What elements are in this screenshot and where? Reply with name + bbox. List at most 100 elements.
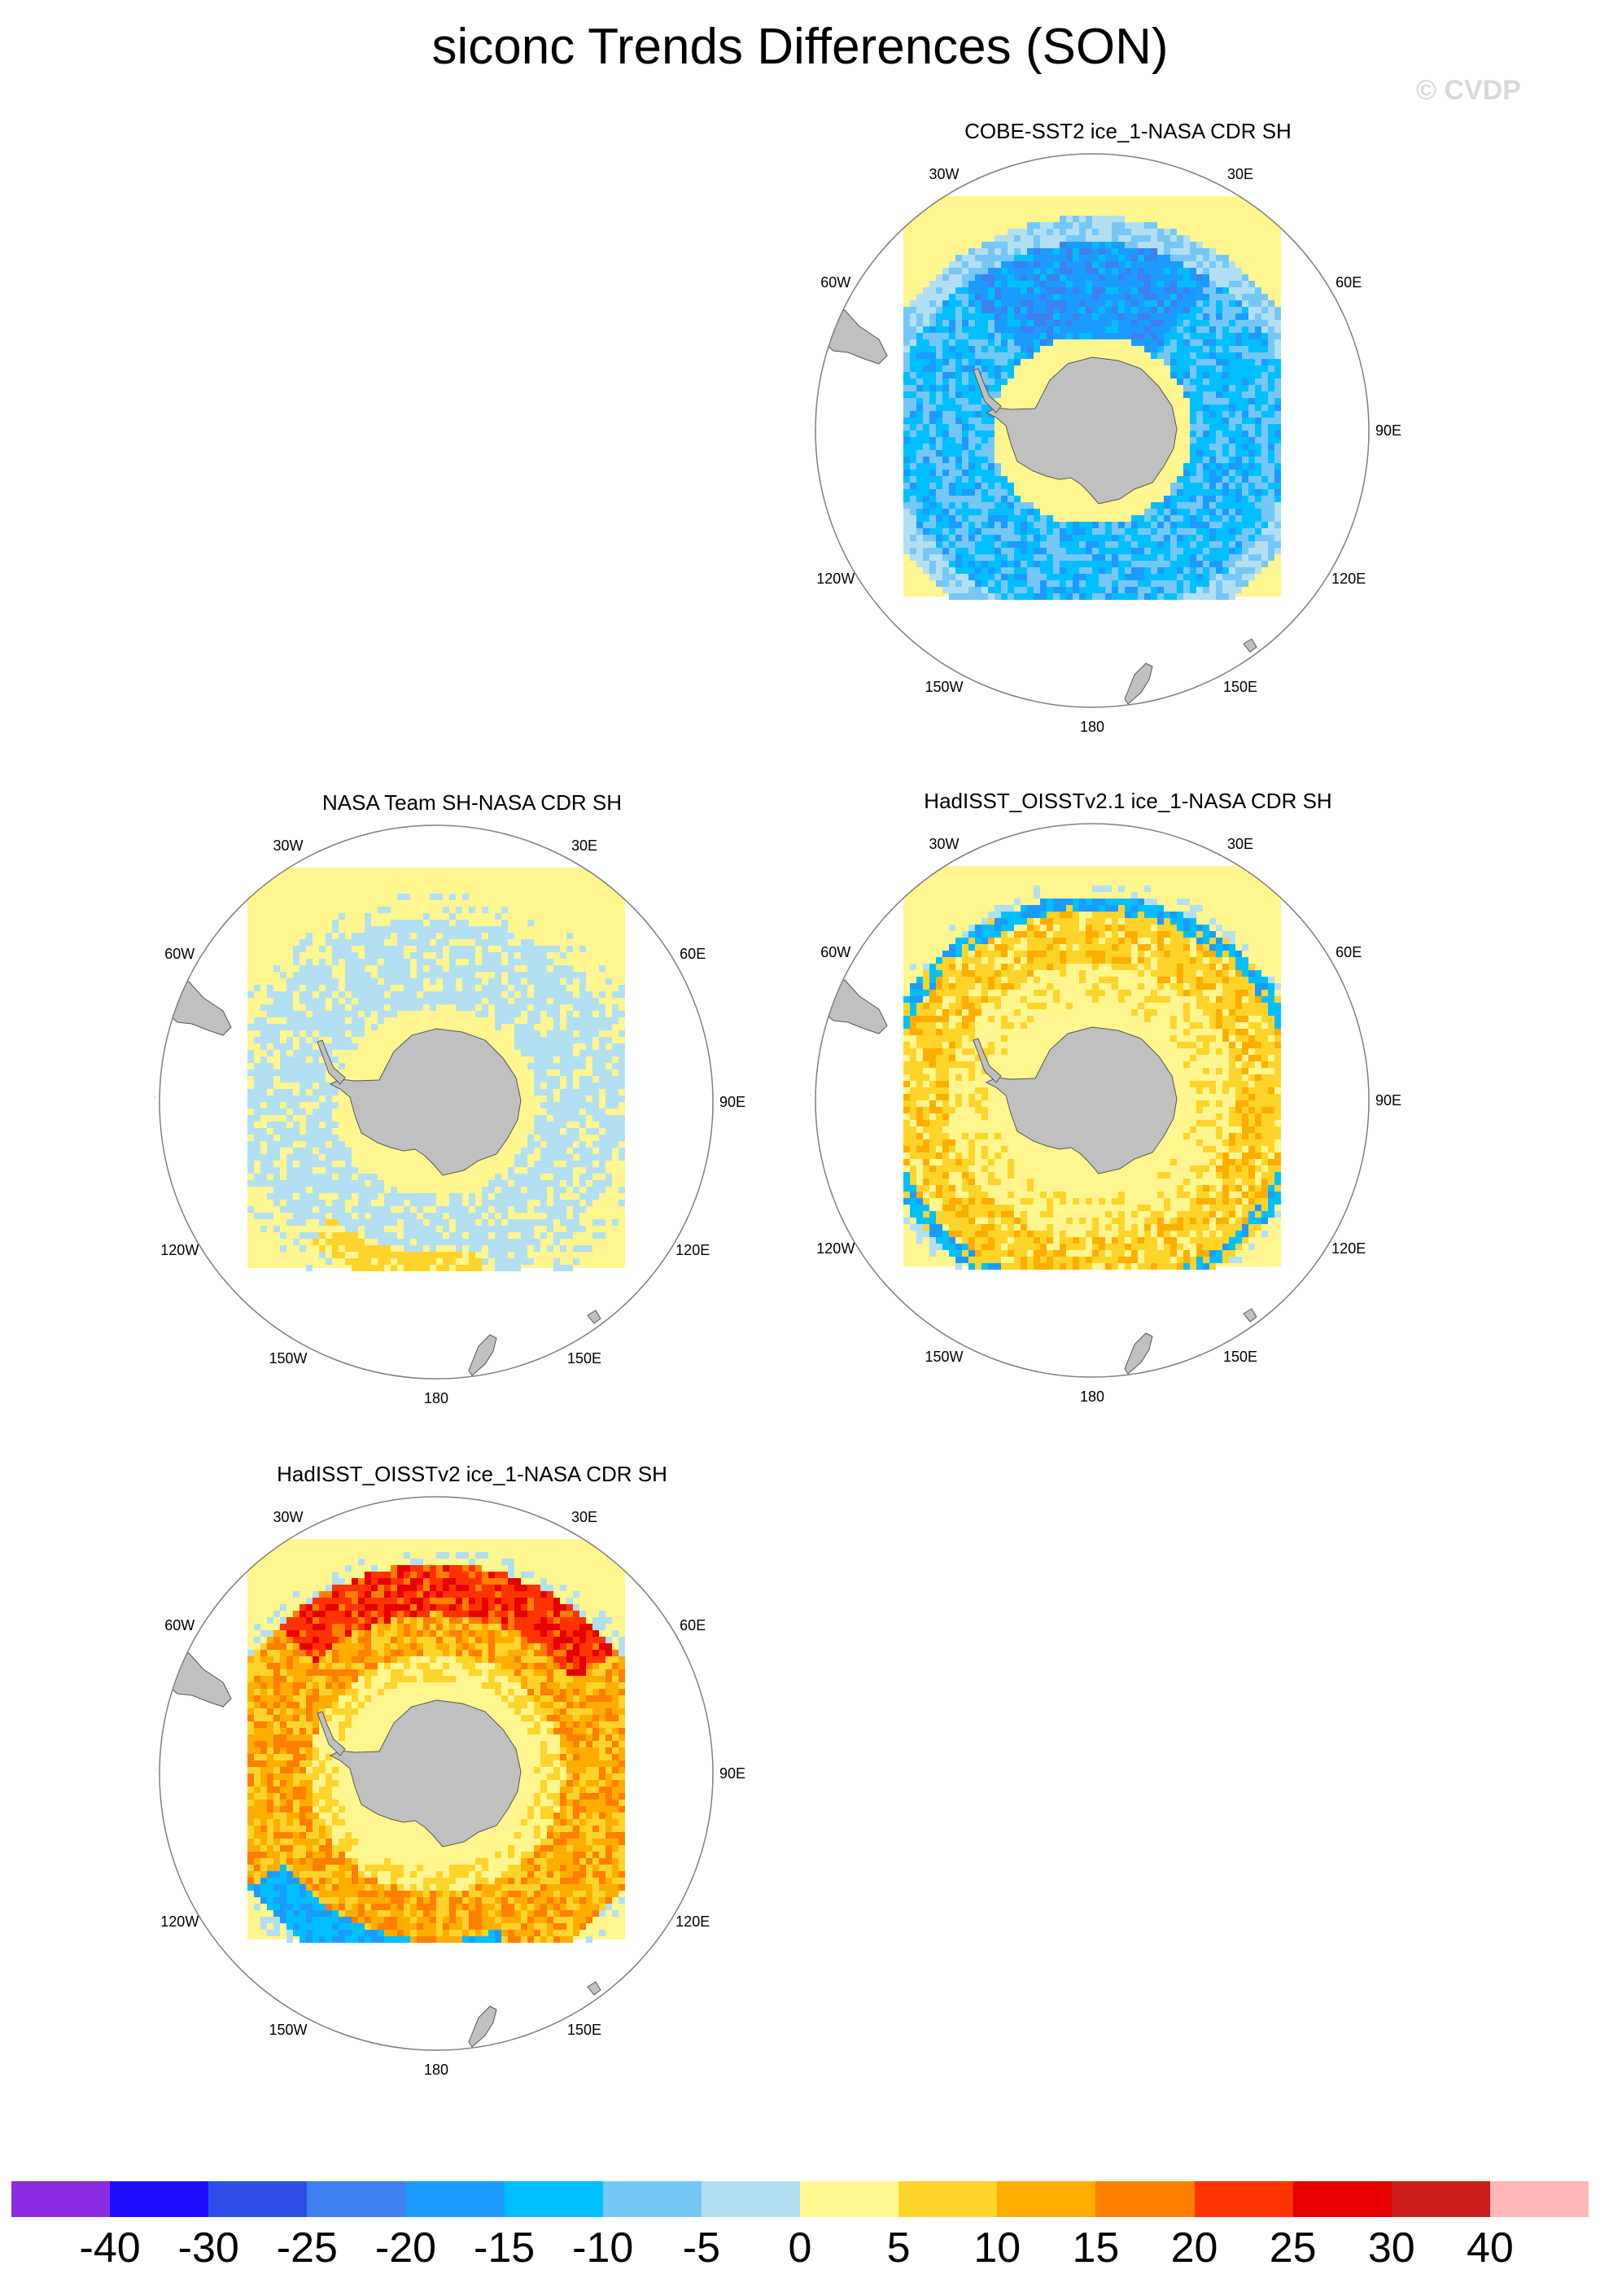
map-field — [165, 1539, 625, 2048]
tasmania-landmass — [587, 1981, 601, 1996]
colorbar-tick-label: -5 — [682, 2224, 720, 2272]
longitude-label: 120W — [160, 1242, 199, 1258]
polar-map-nasateam: 030E60E90E120W150E180120E150W90W60W30W — [155, 824, 745, 1406]
colorbar-box — [504, 2181, 603, 2217]
longitude-label: 30E — [571, 1509, 597, 1525]
longitude-label: 180 — [1080, 719, 1104, 735]
longitude-label: 120E — [675, 1242, 710, 1258]
new-zealand-landmass — [1124, 663, 1153, 705]
longitude-label: 30E — [571, 837, 597, 854]
tasmania-landmass — [1243, 638, 1257, 653]
colorbar-box — [1292, 2181, 1392, 2217]
longitude-label: 60W — [820, 274, 850, 291]
south-america-landmass — [165, 1652, 232, 1708]
longitude-label: 30W — [273, 1509, 303, 1525]
colorbar-tick-label: 15 — [1072, 2224, 1120, 2272]
antarctica-landmass — [329, 1699, 522, 1848]
map-field — [165, 868, 625, 1376]
colorbar-tick-label: 20 — [1170, 2224, 1218, 2272]
panel-title: NASA Team SH-NASA CDR SH — [322, 790, 622, 815]
panel-title: HadISST_OISSTv2.1 ice_1-NASA CDR SH — [924, 789, 1332, 813]
longitude-label: 120E — [1331, 571, 1366, 587]
colorbar-box — [307, 2181, 406, 2217]
longitude-label: 120W — [816, 571, 855, 587]
longitude-label: 150W — [925, 1349, 963, 1365]
colorbar-tick-label: 5 — [886, 2224, 911, 2272]
polar-map-cobe: 030E60E90E120W150E180120E150W90W60W30W — [811, 153, 1401, 735]
polar-map-hadisst21: 030E60E90E120W150E180120E150W90W60W30W — [811, 823, 1401, 1405]
longitude-label: 90E — [1375, 1092, 1401, 1109]
longitude-label: 30E — [1227, 836, 1253, 852]
longitude-label: 60W — [164, 946, 195, 962]
longitude-label: 90E — [719, 1765, 745, 1782]
map-boundary-circle — [815, 153, 1370, 708]
map-panel-nasateam: NASA Team SH-NASA CDR SH 030E60E90E120W1… — [155, 789, 789, 1408]
colorbar-box — [1095, 2181, 1195, 2217]
panel-title: HadISST_OISSTv2 ice_1-NASA CDR SH — [277, 1462, 667, 1486]
colorbar-ticks: -40 -30 -25 -20 -15 -10 -5 0 5 10 15 20 25 30 40 — [0, 2222, 1600, 2279]
longitude-label: 180 — [424, 2062, 448, 2078]
south-america-landmass — [165, 981, 232, 1036]
map-panel-cobe: COBE-SST2 ice_1-NASA CDR SH 030E60E90E12… — [811, 118, 1445, 737]
colorbar-box — [997, 2181, 1096, 2217]
new-zealand-landmass — [468, 1334, 497, 1376]
colorbar-box — [800, 2181, 899, 2217]
longitude-label: 90E — [719, 1094, 745, 1110]
map-boundary-circle — [159, 824, 714, 1380]
antarctica-landmass — [985, 1026, 1178, 1174]
colorbar-box — [898, 2181, 998, 2217]
new-zealand-landmass — [468, 2005, 497, 2048]
longitude-label: 60E — [1336, 274, 1362, 291]
longitude-label: 120W — [816, 1240, 855, 1257]
longitude-label: 150E — [1223, 679, 1257, 695]
colorbar-tick-label: 25 — [1269, 2224, 1317, 2272]
colorbar-tick-label: -20 — [374, 2224, 437, 2272]
longitude-label: 150W — [269, 1350, 307, 1367]
colorbar-tick-label: -30 — [177, 2224, 239, 2272]
colorbar-box — [701, 2181, 800, 2217]
colorbar-tick-label: -10 — [572, 2224, 634, 2272]
longitude-label: 180 — [1080, 1389, 1104, 1405]
colorbar-box — [11, 2181, 111, 2217]
longitude-label: 90E — [1375, 422, 1401, 439]
longitude-label: 30W — [929, 166, 959, 182]
longitude-label: 60W — [164, 1617, 195, 1633]
colorbar-tick-label: 10 — [973, 2224, 1021, 2272]
antarctic-peninsula — [973, 1038, 1002, 1083]
colorbar-box — [602, 2181, 702, 2217]
map-boundary-circle — [815, 823, 1370, 1378]
south-america-landmass — [821, 309, 888, 365]
longitude-label: 60E — [680, 1617, 706, 1633]
figure-title: siconc Trends Differences (SON) — [431, 19, 1169, 75]
trend-cells — [247, 894, 625, 1271]
longitude-label: 60E — [680, 946, 706, 962]
longitude-label: 30W — [929, 836, 959, 852]
colorbar-tick-label: -40 — [79, 2224, 141, 2272]
colorbar-box — [1391, 2181, 1490, 2217]
antarctic-peninsula — [317, 1711, 346, 1756]
colorbar-tick-label: 30 — [1367, 2224, 1415, 2272]
tasmania-landmass — [1243, 1308, 1257, 1323]
longitude-label: 120E — [675, 1913, 710, 1930]
colorbar-box — [208, 2181, 308, 2217]
map-field — [821, 196, 1281, 705]
panel-title: COBE-SST2 ice_1-NASA CDR SH — [964, 119, 1292, 143]
colorbar-box — [1489, 2181, 1589, 2217]
antarctica-landmass — [329, 1028, 522, 1176]
longitude-label: 30W — [273, 837, 303, 854]
colorbar-tick-label: 0 — [788, 2224, 812, 2272]
cvdp-watermark: © CVDP — [1416, 75, 1521, 106]
longitude-label: 150W — [269, 2022, 307, 2038]
south-america-landmass — [821, 979, 888, 1034]
new-zealand-landmass — [1124, 1332, 1153, 1375]
longitude-label: 180 — [424, 1390, 448, 1406]
colorbar-tick-label: 40 — [1466, 2224, 1514, 2272]
trend-cells — [903, 886, 1281, 1270]
longitude-label: 150W — [925, 679, 963, 695]
colorbar-tick-label: -25 — [276, 2224, 338, 2272]
map-panel-hadisst2: HadISST_OISSTv2 ice_1-NASA CDR SH 030E60… — [155, 1461, 789, 2080]
colorbar-tick-label: -15 — [474, 2224, 536, 2272]
longitude-label: 120E — [1331, 1240, 1366, 1257]
longitude-label: 150E — [1223, 1349, 1257, 1365]
longitude-label: 60W — [820, 944, 850, 960]
